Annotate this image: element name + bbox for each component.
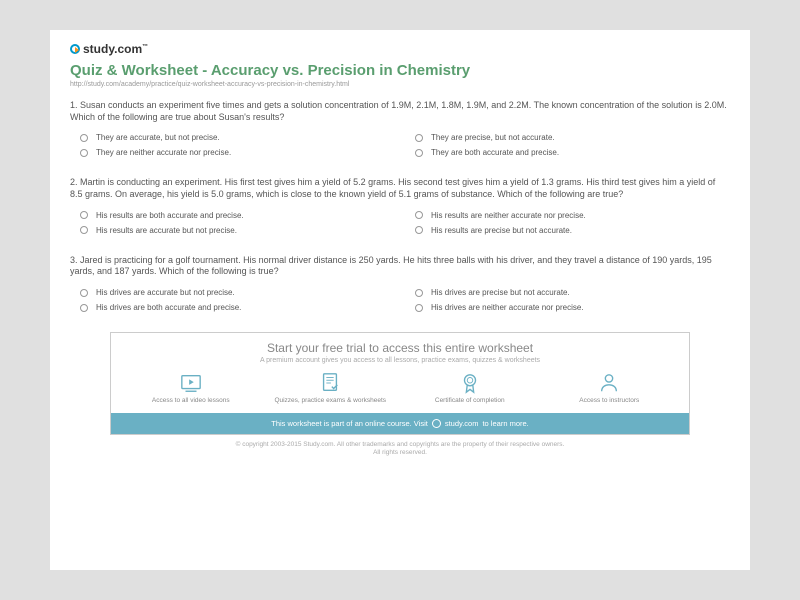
radio-icon bbox=[80, 289, 88, 297]
option-label: His drives are neither accurate nor prec… bbox=[431, 303, 584, 312]
logo-text: study.com™ bbox=[83, 42, 148, 56]
options-grid: His drives are accurate but not precise.… bbox=[70, 288, 730, 312]
option-label: They are neither accurate nor precise. bbox=[96, 148, 231, 157]
options-grid: His results are both accurate and precis… bbox=[70, 211, 730, 235]
option-label: His drives are both accurate and precise… bbox=[96, 303, 241, 312]
feature-label: Access to instructors bbox=[579, 397, 639, 405]
option[interactable]: They are neither accurate nor precise. bbox=[80, 148, 385, 157]
option[interactable]: They are accurate, but not precise. bbox=[80, 133, 385, 142]
feature-videos: Access to all video lessons bbox=[121, 372, 261, 405]
radio-icon bbox=[80, 226, 88, 234]
option-label: They are accurate, but not precise. bbox=[96, 133, 220, 142]
feature-label: Quizzes, practice exams & worksheets bbox=[274, 397, 386, 405]
option-label: His results are accurate but not precise… bbox=[96, 226, 237, 235]
document-icon bbox=[319, 372, 341, 394]
radio-icon bbox=[415, 304, 423, 312]
radio-icon bbox=[415, 289, 423, 297]
radio-icon bbox=[415, 149, 423, 157]
copyright-line2: All rights reserved. bbox=[70, 449, 730, 457]
question-block-2: 2. Martin is conducting an experiment. H… bbox=[70, 177, 730, 234]
option-label: They are precise, but not accurate. bbox=[431, 133, 555, 142]
radio-icon bbox=[80, 304, 88, 312]
cta-subtitle: A premium account gives you access to al… bbox=[121, 357, 679, 364]
question-block-3: 3. Jared is practicing for a golf tourna… bbox=[70, 255, 730, 312]
logo-icon bbox=[432, 419, 441, 428]
cta-footer-suffix: to learn more. bbox=[482, 419, 528, 428]
options-grid: They are accurate, but not precise. They… bbox=[70, 133, 730, 157]
ribbon-icon bbox=[459, 372, 481, 394]
feature-label: Certificate of completion bbox=[435, 397, 505, 405]
option-label: His drives are accurate but not precise. bbox=[96, 288, 235, 297]
option-label: They are both accurate and precise. bbox=[431, 148, 559, 157]
option[interactable]: They are precise, but not accurate. bbox=[415, 133, 720, 142]
option-label: His results are both accurate and precis… bbox=[96, 211, 244, 220]
cta-footer: This worksheet is part of an online cour… bbox=[111, 413, 689, 434]
radio-icon bbox=[415, 226, 423, 234]
person-icon bbox=[598, 372, 620, 394]
option-label: His results are precise but not accurate… bbox=[431, 226, 572, 235]
feature-quizzes: Quizzes, practice exams & worksheets bbox=[261, 372, 401, 405]
option[interactable]: His results are accurate but not precise… bbox=[80, 226, 385, 235]
option[interactable]: His drives are neither accurate nor prec… bbox=[415, 303, 720, 312]
features-row: Access to all video lessons Quizzes, pra… bbox=[121, 372, 679, 405]
radio-icon bbox=[80, 134, 88, 142]
copyright: © copyright 2003-2015 Study.com. All oth… bbox=[70, 441, 730, 458]
option[interactable]: His results are neither accurate nor pre… bbox=[415, 211, 720, 220]
option-label: His drives are precise but not accurate. bbox=[431, 288, 570, 297]
radio-icon bbox=[80, 211, 88, 219]
option[interactable]: His results are both accurate and precis… bbox=[80, 211, 385, 220]
question-block-1: 1. Susan conducts an experiment five tim… bbox=[70, 100, 730, 157]
radio-icon bbox=[80, 149, 88, 157]
logo: study.com™ bbox=[70, 42, 730, 56]
question-text: 1. Susan conducts an experiment five tim… bbox=[70, 100, 730, 123]
feature-instructors: Access to instructors bbox=[540, 372, 680, 405]
option[interactable]: His drives are precise but not accurate. bbox=[415, 288, 720, 297]
worksheet-page: study.com™ Quiz & Worksheet - Accuracy v… bbox=[50, 30, 750, 570]
radio-icon bbox=[415, 134, 423, 142]
copyright-line1: © copyright 2003-2015 Study.com. All oth… bbox=[70, 441, 730, 449]
page-title: Quiz & Worksheet - Accuracy vs. Precisio… bbox=[70, 62, 730, 79]
feature-certificate: Certificate of completion bbox=[400, 372, 540, 405]
cta-footer-prefix: This worksheet is part of an online cour… bbox=[271, 419, 428, 428]
option[interactable]: His drives are accurate but not precise. bbox=[80, 288, 385, 297]
question-text: 2. Martin is conducting an experiment. H… bbox=[70, 177, 730, 200]
cta-title: Start your free trial to access this ent… bbox=[121, 341, 679, 355]
option[interactable]: His results are precise but not accurate… bbox=[415, 226, 720, 235]
cta-footer-brand: study.com bbox=[445, 419, 479, 428]
feature-label: Access to all video lessons bbox=[152, 397, 230, 405]
radio-icon bbox=[415, 211, 423, 219]
logo-icon bbox=[70, 44, 80, 54]
option-label: His results are neither accurate nor pre… bbox=[431, 211, 586, 220]
cta-box: Start your free trial to access this ent… bbox=[110, 332, 690, 435]
option[interactable]: They are both accurate and precise. bbox=[415, 148, 720, 157]
question-text: 3. Jared is practicing for a golf tourna… bbox=[70, 255, 730, 278]
play-icon bbox=[180, 372, 202, 394]
source-url: http://study.com/academy/practice/quiz-w… bbox=[70, 81, 730, 88]
option[interactable]: His drives are both accurate and precise… bbox=[80, 303, 385, 312]
